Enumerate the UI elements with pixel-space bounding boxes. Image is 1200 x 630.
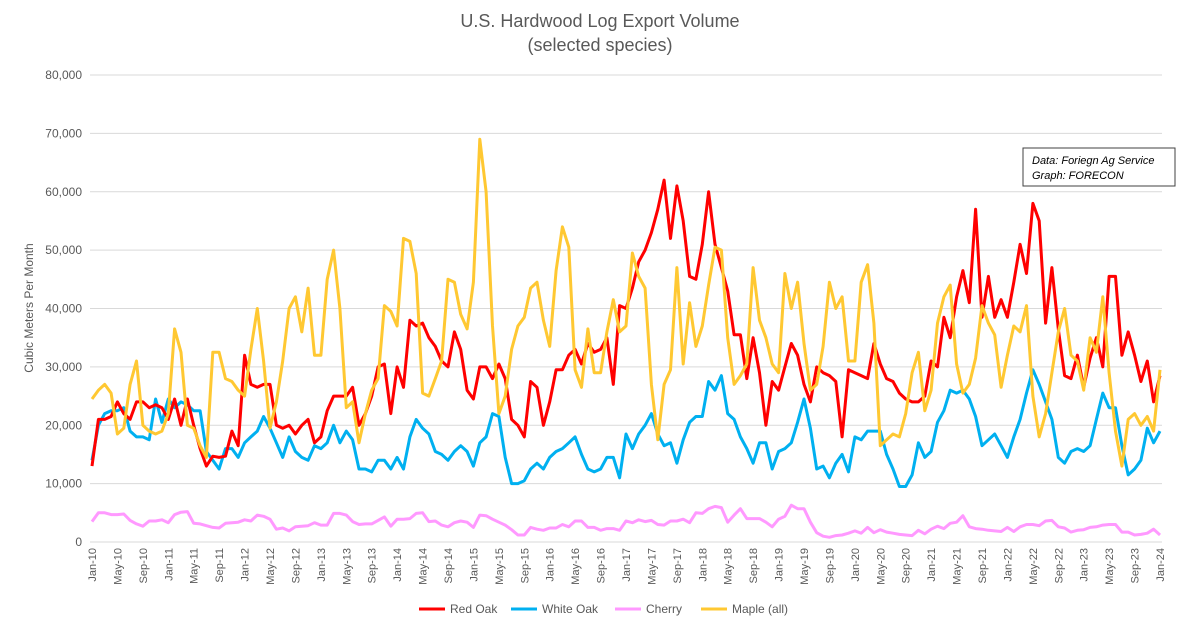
y-axis-label: Cubic Meters Per Month	[22, 243, 36, 372]
chart-subtitle: (selected species)	[527, 35, 672, 55]
x-tick-label: May-18	[723, 548, 735, 585]
x-tick-label: May-13	[341, 548, 353, 585]
x-tick-label: Sep-19	[824, 548, 836, 583]
x-tick-label: Jan-24	[1155, 548, 1167, 582]
x-tick-label: Jan-13	[316, 548, 328, 582]
x-tick-label: May-20	[875, 548, 887, 585]
x-tick-label: Jan-16	[545, 548, 557, 582]
x-tick-label: May-16	[570, 548, 582, 585]
x-tick-label: May-19	[799, 548, 811, 585]
series-line-maple-all	[90, 137, 1162, 468]
x-tick-label: May-22	[1028, 548, 1040, 585]
y-tick-label: 10,000	[45, 477, 82, 491]
x-tick-label: May-17	[646, 548, 658, 585]
x-tick-label: Jan-22	[1002, 548, 1014, 582]
x-tick-label: May-15	[494, 548, 506, 585]
x-tick-label: Jan-11	[163, 548, 175, 581]
x-tick-label: Sep-20	[901, 548, 913, 583]
y-tick-label: 40,000	[45, 302, 82, 316]
x-tick-label: Sep-11	[214, 548, 226, 583]
x-tick-label: May-14	[418, 548, 430, 585]
x-tick-label: Sep-15	[519, 548, 531, 583]
x-tick-label: Jan-12	[240, 548, 252, 582]
x-tick-label: Jan-17	[621, 548, 633, 582]
x-tick-label: Sep-12	[290, 548, 302, 583]
x-tick-label: Sep-21	[977, 548, 989, 583]
series-line-cherry	[90, 503, 1162, 539]
x-tick-label: Sep-23	[1130, 548, 1142, 583]
x-tick-label: Jan-14	[392, 548, 404, 582]
annotation-box: Data: Foriegn Ag Service Graph: FORECON	[1022, 147, 1176, 187]
legend-label: White Oak	[542, 602, 599, 616]
x-tick-label: Sep-13	[367, 548, 379, 583]
x-tick-label: Sep-10	[138, 548, 150, 583]
x-tick-label: Sep-14	[443, 548, 455, 583]
chart-title: U.S. Hardwood Log Export Volume	[460, 11, 739, 31]
y-tick-label: 20,000	[45, 418, 82, 432]
x-tick-label: Sep-17	[672, 548, 684, 583]
annotation-line-1: Data: Foriegn Ag Service	[1032, 155, 1154, 167]
legend: Red Oak White Oak Cherry Maple (all)	[419, 602, 788, 616]
x-tick-label: May-10	[112, 548, 124, 585]
x-tick-label: May-11	[189, 548, 201, 584]
y-tick-label: 50,000	[45, 243, 82, 257]
x-tick-label: Jan-19	[774, 548, 786, 582]
x-tick-label: May-12	[265, 548, 277, 585]
x-tick-label: Jan-15	[468, 548, 480, 582]
x-tick-label: Sep-18	[748, 548, 760, 583]
legend-label: Maple (all)	[732, 602, 788, 616]
y-tick-label: 70,000	[45, 126, 82, 140]
x-tick-label: Sep-22	[1053, 548, 1065, 583]
y-tick-label: 80,000	[45, 68, 82, 82]
annotation-line-2: Graph: FORECON	[1032, 170, 1124, 182]
legend-label: Red Oak	[450, 602, 498, 616]
x-tick-label: Jan-18	[697, 548, 709, 582]
x-tick-label: May-23	[1104, 548, 1116, 585]
y-tick-label: 0	[75, 535, 82, 549]
x-tick-label: Sep-16	[596, 548, 608, 583]
x-tick-label: May-21	[952, 548, 964, 585]
x-tick-label: Jan-21	[926, 548, 938, 582]
x-tick-label: Jan-10	[87, 548, 99, 582]
legend-label: Cherry	[646, 602, 682, 616]
x-tick-label: Jan-23	[1079, 548, 1091, 582]
x-tick-label: Jan-20	[850, 548, 862, 582]
y-tick-label: 30,000	[45, 360, 82, 374]
y-tick-label: 60,000	[45, 185, 82, 199]
